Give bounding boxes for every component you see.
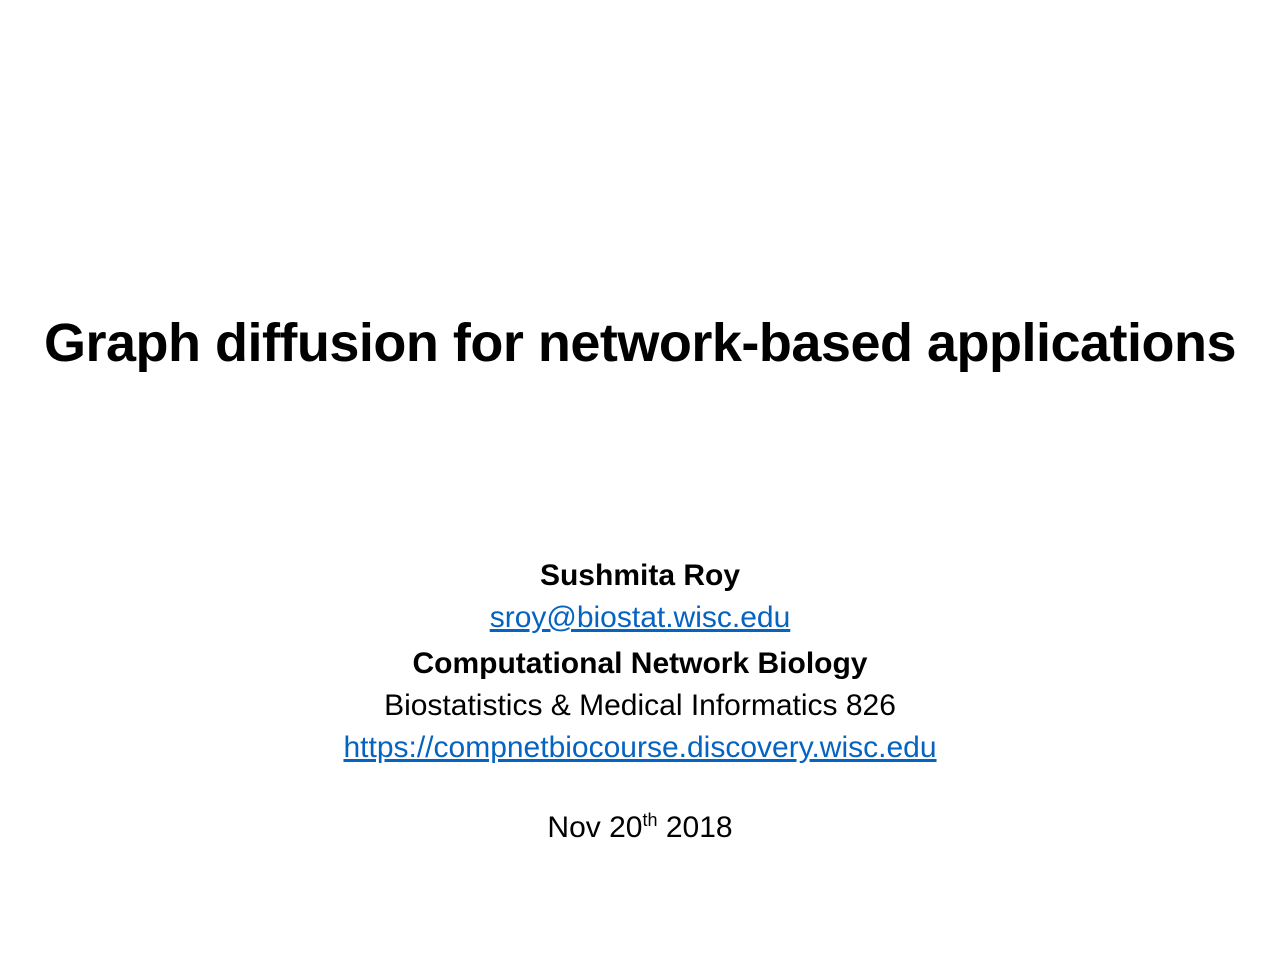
slide: Graph diffusion for network-based applic… bbox=[0, 0, 1280, 960]
date-ordinal: th bbox=[642, 810, 657, 830]
course-url-link[interactable]: https://compnetbiocourse.discovery.wisc.… bbox=[0, 727, 1280, 769]
slide-date: Nov 20th 2018 bbox=[0, 807, 1280, 849]
date-suffix: 2018 bbox=[658, 811, 733, 844]
date-prefix: Nov 20 bbox=[547, 811, 642, 844]
author-block: Sushmita Roy sroy@biostat.wisc.edu Compu… bbox=[0, 555, 1280, 849]
department-line: Biostatistics & Medical Informatics 826 bbox=[0, 685, 1280, 727]
slide-title: Graph diffusion for network-based applic… bbox=[0, 310, 1280, 378]
author-email-link[interactable]: sroy@biostat.wisc.edu bbox=[0, 597, 1280, 639]
author-name: Sushmita Roy bbox=[0, 555, 1280, 597]
course-title: Computational Network Biology bbox=[0, 643, 1280, 685]
